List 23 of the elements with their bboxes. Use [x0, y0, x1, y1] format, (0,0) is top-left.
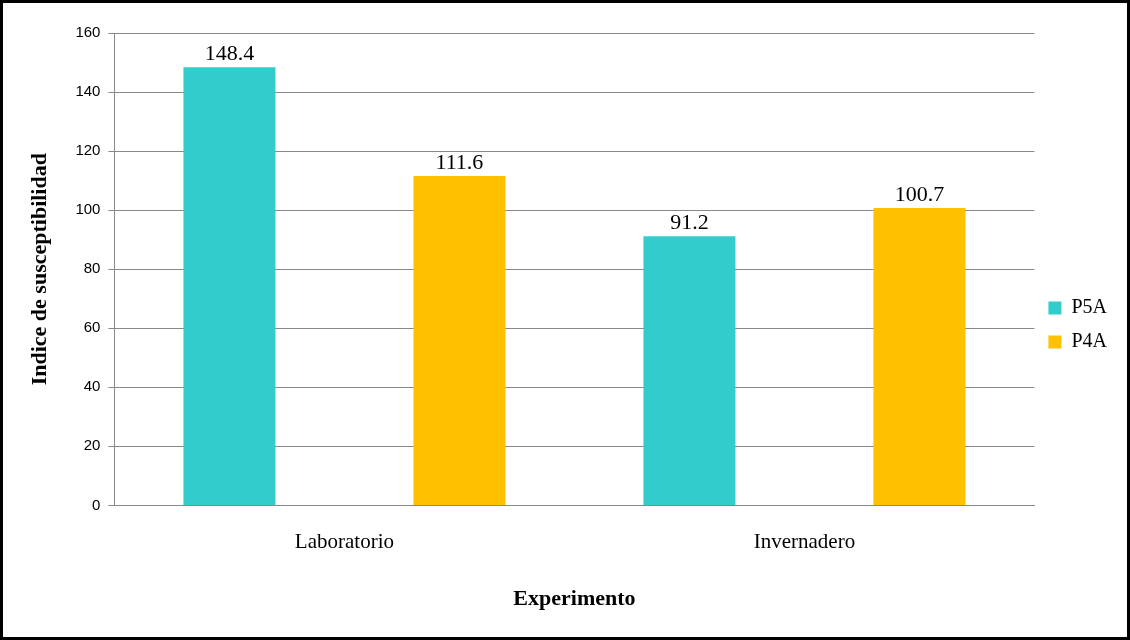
x-tick-label: Invernadero	[753, 528, 856, 553]
data-label: 148.4	[204, 40, 255, 66]
data-label: 100.7	[894, 180, 945, 206]
bar	[183, 67, 276, 505]
bar	[413, 175, 506, 505]
x-tick-label: Laboratorio	[294, 528, 394, 553]
legend-label: P4A	[1071, 329, 1108, 352]
bar	[873, 208, 966, 505]
y-tick-label: 20	[83, 436, 101, 454]
x-axis-title: Experimento	[513, 585, 636, 611]
data-label: 91.2	[670, 208, 709, 234]
y-tick-label: 60	[83, 318, 101, 336]
y-tick-label: 40	[83, 377, 101, 395]
y-tick-label: 160	[75, 23, 101, 41]
bar	[643, 236, 736, 505]
data-label: 111.6	[435, 148, 484, 174]
y-tick-label: 120	[75, 141, 101, 159]
y-tick-label: 80	[83, 259, 101, 277]
y-axis-title: Indice de susceptibilidad	[25, 153, 51, 386]
y-tick-label: 100	[75, 200, 101, 218]
legend-label: P5A	[1071, 295, 1108, 318]
y-tick-label: 140	[75, 82, 101, 100]
y-tick-label: 0	[92, 495, 101, 513]
